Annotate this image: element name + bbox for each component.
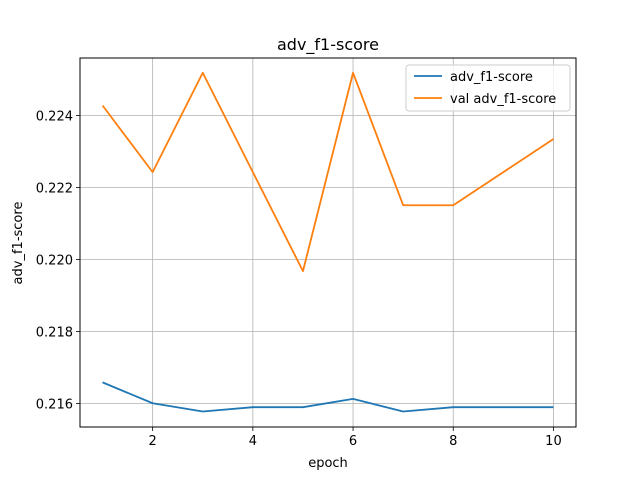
legend-box	[405, 64, 571, 112]
x-tick-label: 10	[545, 434, 562, 449]
chart-title: adv_f1-score	[277, 35, 379, 55]
series-line-2	[101, 71, 554, 273]
x-tick-label: 2	[149, 434, 157, 449]
plot-frame	[79, 57, 577, 428]
y-tick-label: 0.222	[36, 182, 73, 197]
series-line-1	[102, 381, 554, 413]
y-tick-label: 0.224	[36, 110, 73, 125]
y-tick-label: 0.220	[36, 254, 73, 269]
y-axis-label: adv_f1-score	[11, 202, 26, 285]
grid	[80, 58, 576, 427]
legend-label: val adv_f1-score	[450, 92, 556, 107]
x-tick-label: 8	[449, 434, 457, 449]
y-tick-label: 0.216	[36, 398, 73, 413]
y-tick-label: 0.218	[36, 326, 73, 341]
axis-ticks: 2 4 6 8 10 0.216 0.218 0.220 0.222 0.224	[36, 110, 562, 449]
series-lines	[101, 71, 554, 413]
x-tick-label: 6	[349, 434, 357, 449]
x-axis-label: epoch	[308, 456, 348, 471]
x-tick-label: 4	[249, 434, 257, 449]
legend-label: adv_f1-score	[450, 70, 533, 85]
